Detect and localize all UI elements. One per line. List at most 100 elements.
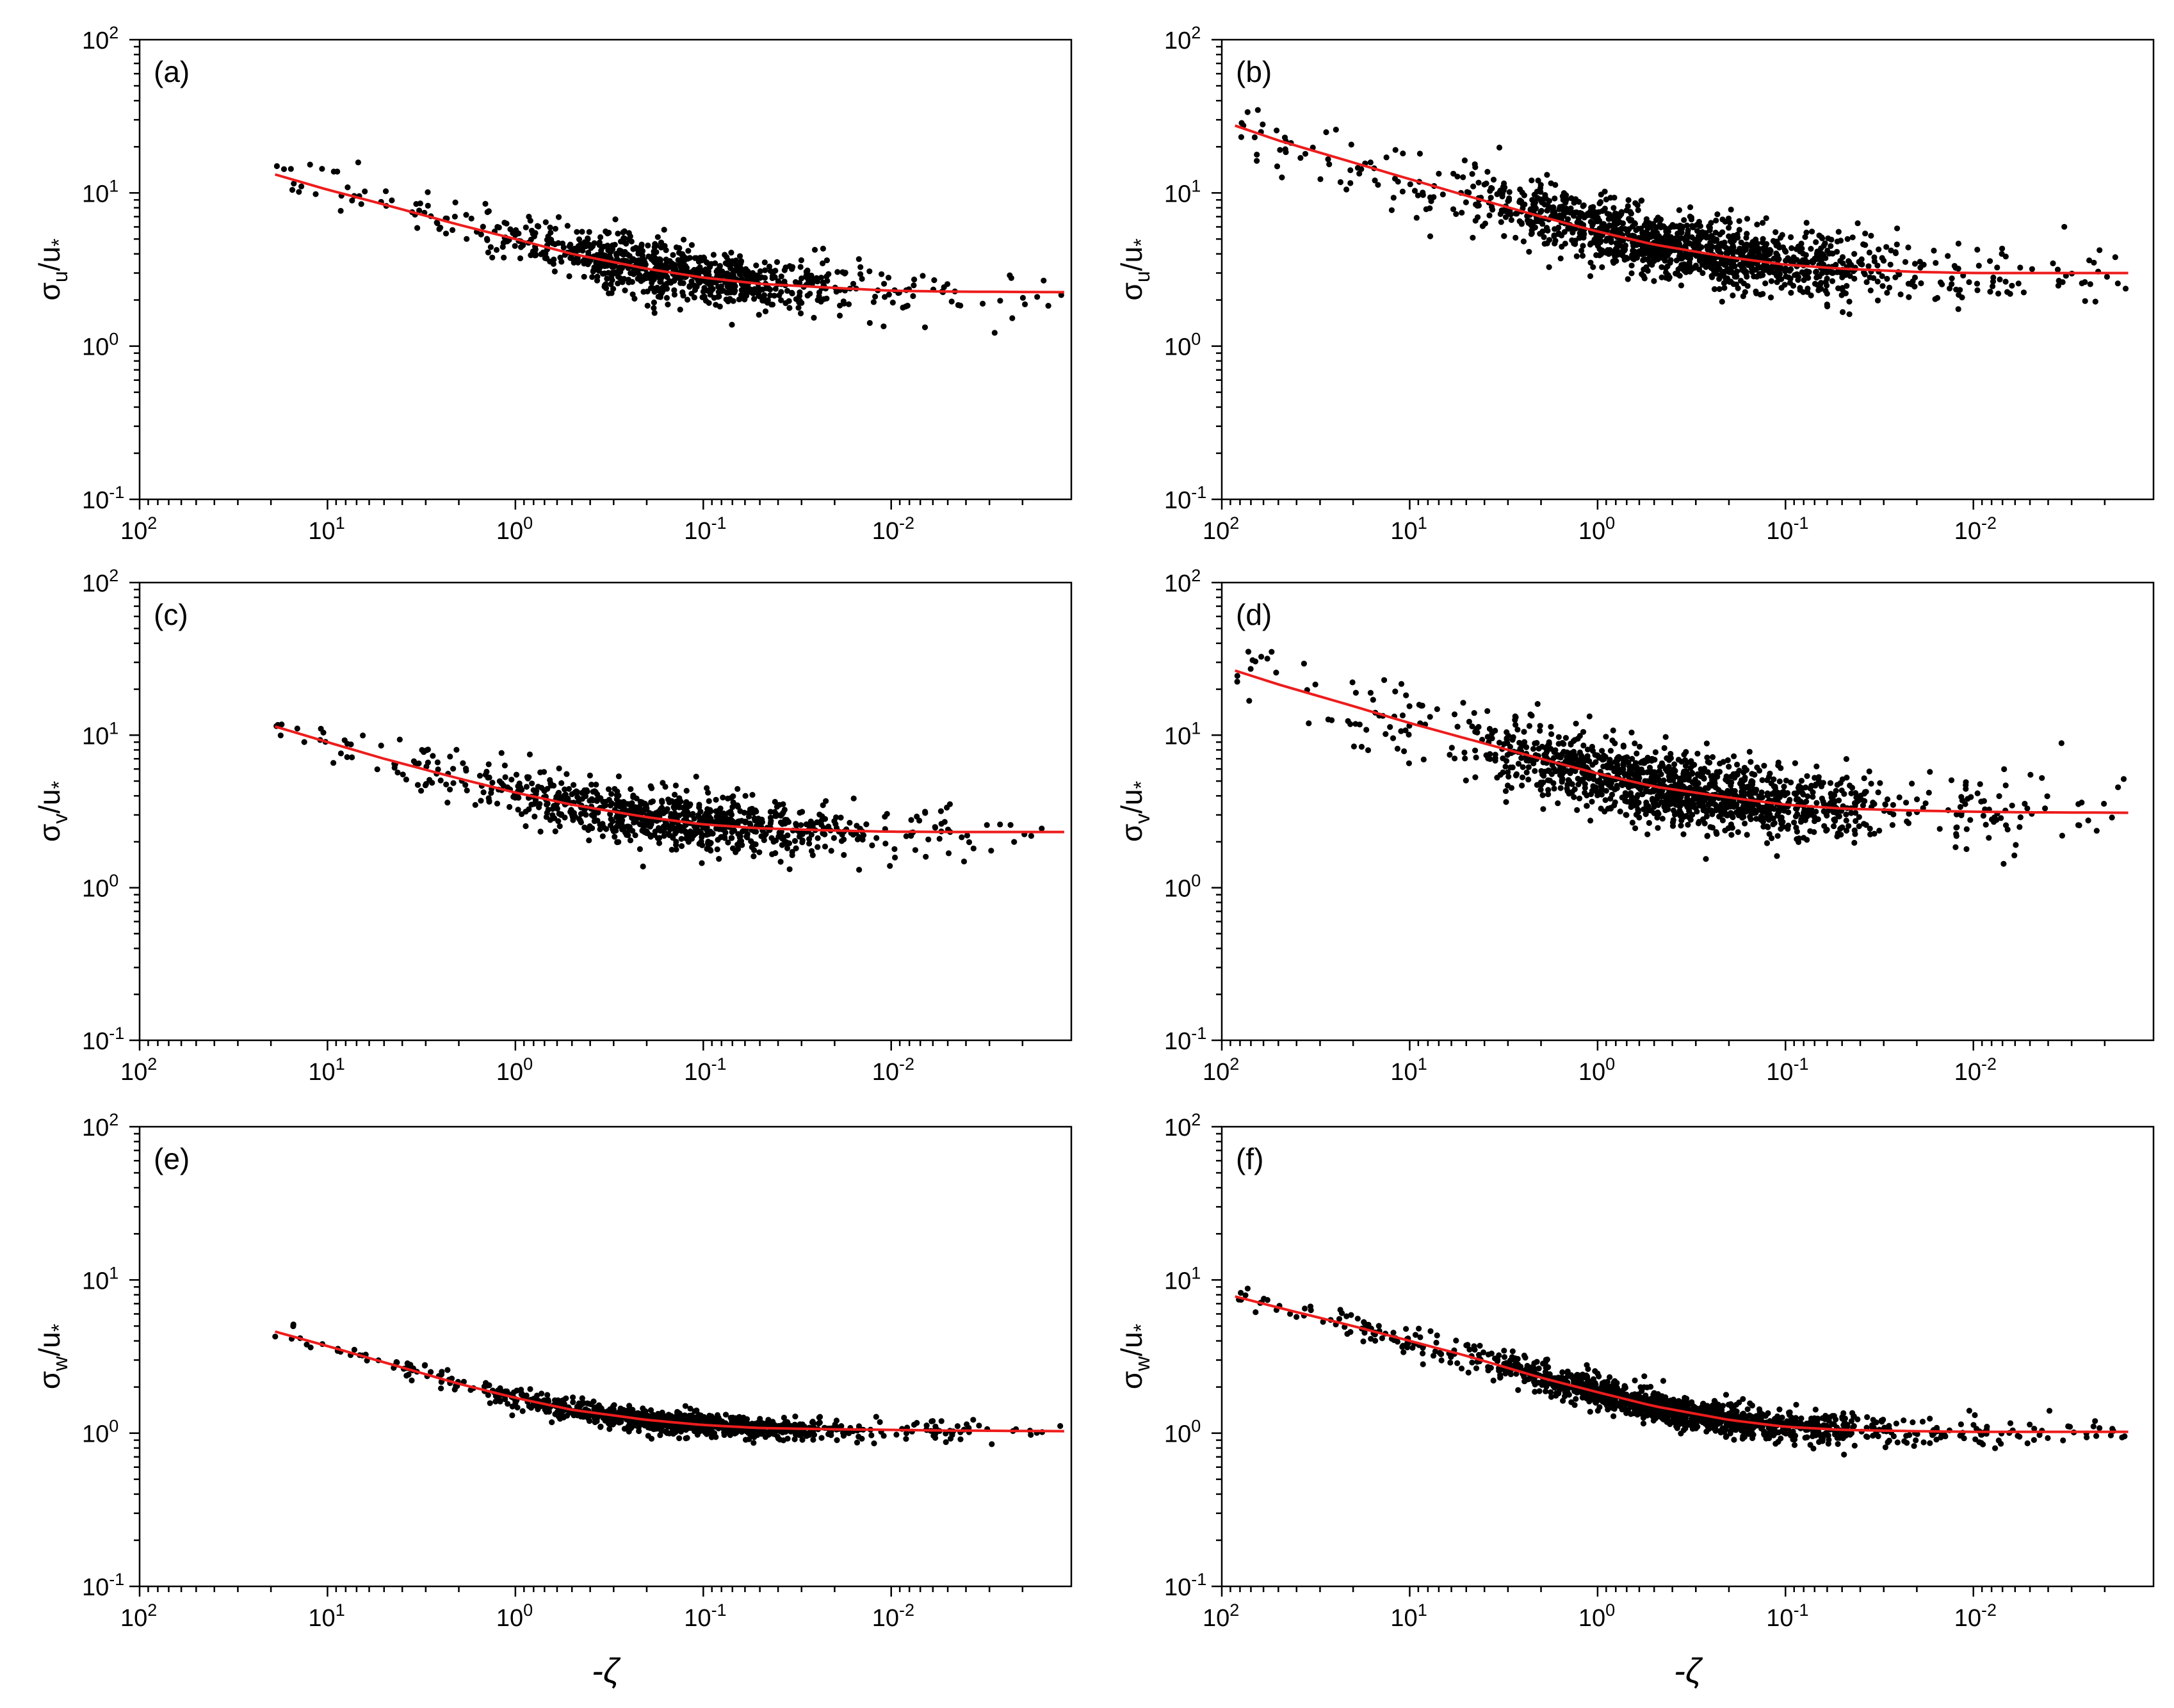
data-point (1383, 731, 1389, 737)
data-point (938, 821, 945, 827)
data-point (412, 761, 419, 767)
data-point (730, 799, 736, 805)
data-point (608, 290, 615, 296)
data-point (668, 814, 674, 820)
data-point (726, 816, 733, 823)
data-point (1234, 679, 1240, 685)
data-point (1502, 763, 1509, 770)
data-point (1628, 270, 1635, 277)
data-point (2120, 776, 2127, 782)
data-point (1574, 807, 1580, 813)
data-point (1646, 789, 1653, 795)
data-point (1836, 813, 1842, 819)
data-point (665, 302, 671, 308)
data-point (1572, 238, 1578, 244)
data-point (1473, 754, 1479, 761)
data-point (610, 242, 616, 248)
data-point (1651, 810, 1657, 816)
data-point (936, 835, 943, 842)
data-point (2013, 842, 2019, 848)
data-point (639, 827, 645, 834)
data-point (1741, 269, 1748, 275)
data-point (1949, 281, 1955, 287)
data-point (1705, 246, 1711, 253)
data-point (1776, 778, 1783, 785)
data-point (640, 274, 647, 280)
data-point (717, 262, 723, 269)
data-point (1876, 827, 1883, 834)
data-point (442, 230, 450, 237)
data-point (630, 271, 637, 277)
data-point (1575, 757, 1581, 763)
data-point (498, 780, 505, 787)
data-point (613, 814, 620, 820)
data-point (1862, 230, 1869, 237)
data-point (838, 814, 844, 821)
data-point (1998, 815, 2004, 821)
data-point (1751, 810, 1757, 816)
data-point (752, 818, 758, 824)
data-point (2000, 860, 2007, 867)
data-point (1667, 750, 1674, 757)
data-point (1586, 713, 1593, 720)
data-point (1731, 238, 1737, 244)
data-point (1697, 771, 1703, 778)
data-point (1591, 776, 1597, 782)
data-point (1579, 776, 1586, 783)
data-point (1999, 245, 2006, 252)
data-point (1524, 217, 1531, 223)
data-point (1625, 229, 1631, 235)
data-point (1453, 211, 1459, 217)
data-point (737, 808, 743, 814)
data-point (889, 300, 896, 306)
data-point (880, 323, 887, 330)
data-point (1836, 797, 1842, 803)
data-point (1590, 264, 1596, 270)
data-point (831, 835, 837, 841)
data-point (1625, 197, 1632, 204)
data-point (1840, 309, 1846, 316)
data-point (1848, 810, 1854, 816)
data-point (1552, 211, 1558, 217)
data-point (806, 836, 813, 842)
data-point (1776, 245, 1783, 251)
data-point (482, 200, 489, 207)
data-point (416, 207, 423, 214)
data-point (815, 844, 821, 850)
data-point (1502, 214, 1509, 220)
y-tick-label: 100 (82, 330, 118, 361)
data-point (344, 754, 350, 761)
data-point (1614, 757, 1621, 764)
y-axis-label: σv/u* (33, 781, 72, 842)
data-point (1851, 827, 1858, 834)
data-point (1484, 708, 1491, 714)
data-point (1683, 812, 1690, 819)
data-point (797, 310, 804, 317)
data-point (596, 239, 603, 246)
data-point (1602, 797, 1609, 803)
data-point (1714, 770, 1721, 777)
data-point (516, 780, 523, 787)
data-point (1022, 301, 1028, 307)
data-point (1420, 756, 1427, 762)
x-tick-label: 10-2 (872, 513, 914, 545)
data-point (1612, 210, 1618, 216)
data-point (857, 271, 864, 277)
data-point (772, 850, 779, 857)
data-point (1665, 806, 1671, 812)
data-point (485, 761, 492, 768)
data-point (1704, 833, 1710, 839)
data-point (669, 798, 675, 804)
data-point (425, 202, 431, 209)
data-point (1367, 159, 1374, 166)
data-point (856, 834, 863, 841)
data-point (1007, 822, 1014, 828)
data-point (688, 812, 694, 818)
data-point (780, 834, 786, 841)
data-point (489, 780, 496, 786)
data-point (1821, 801, 1827, 807)
data-point (1650, 229, 1657, 235)
